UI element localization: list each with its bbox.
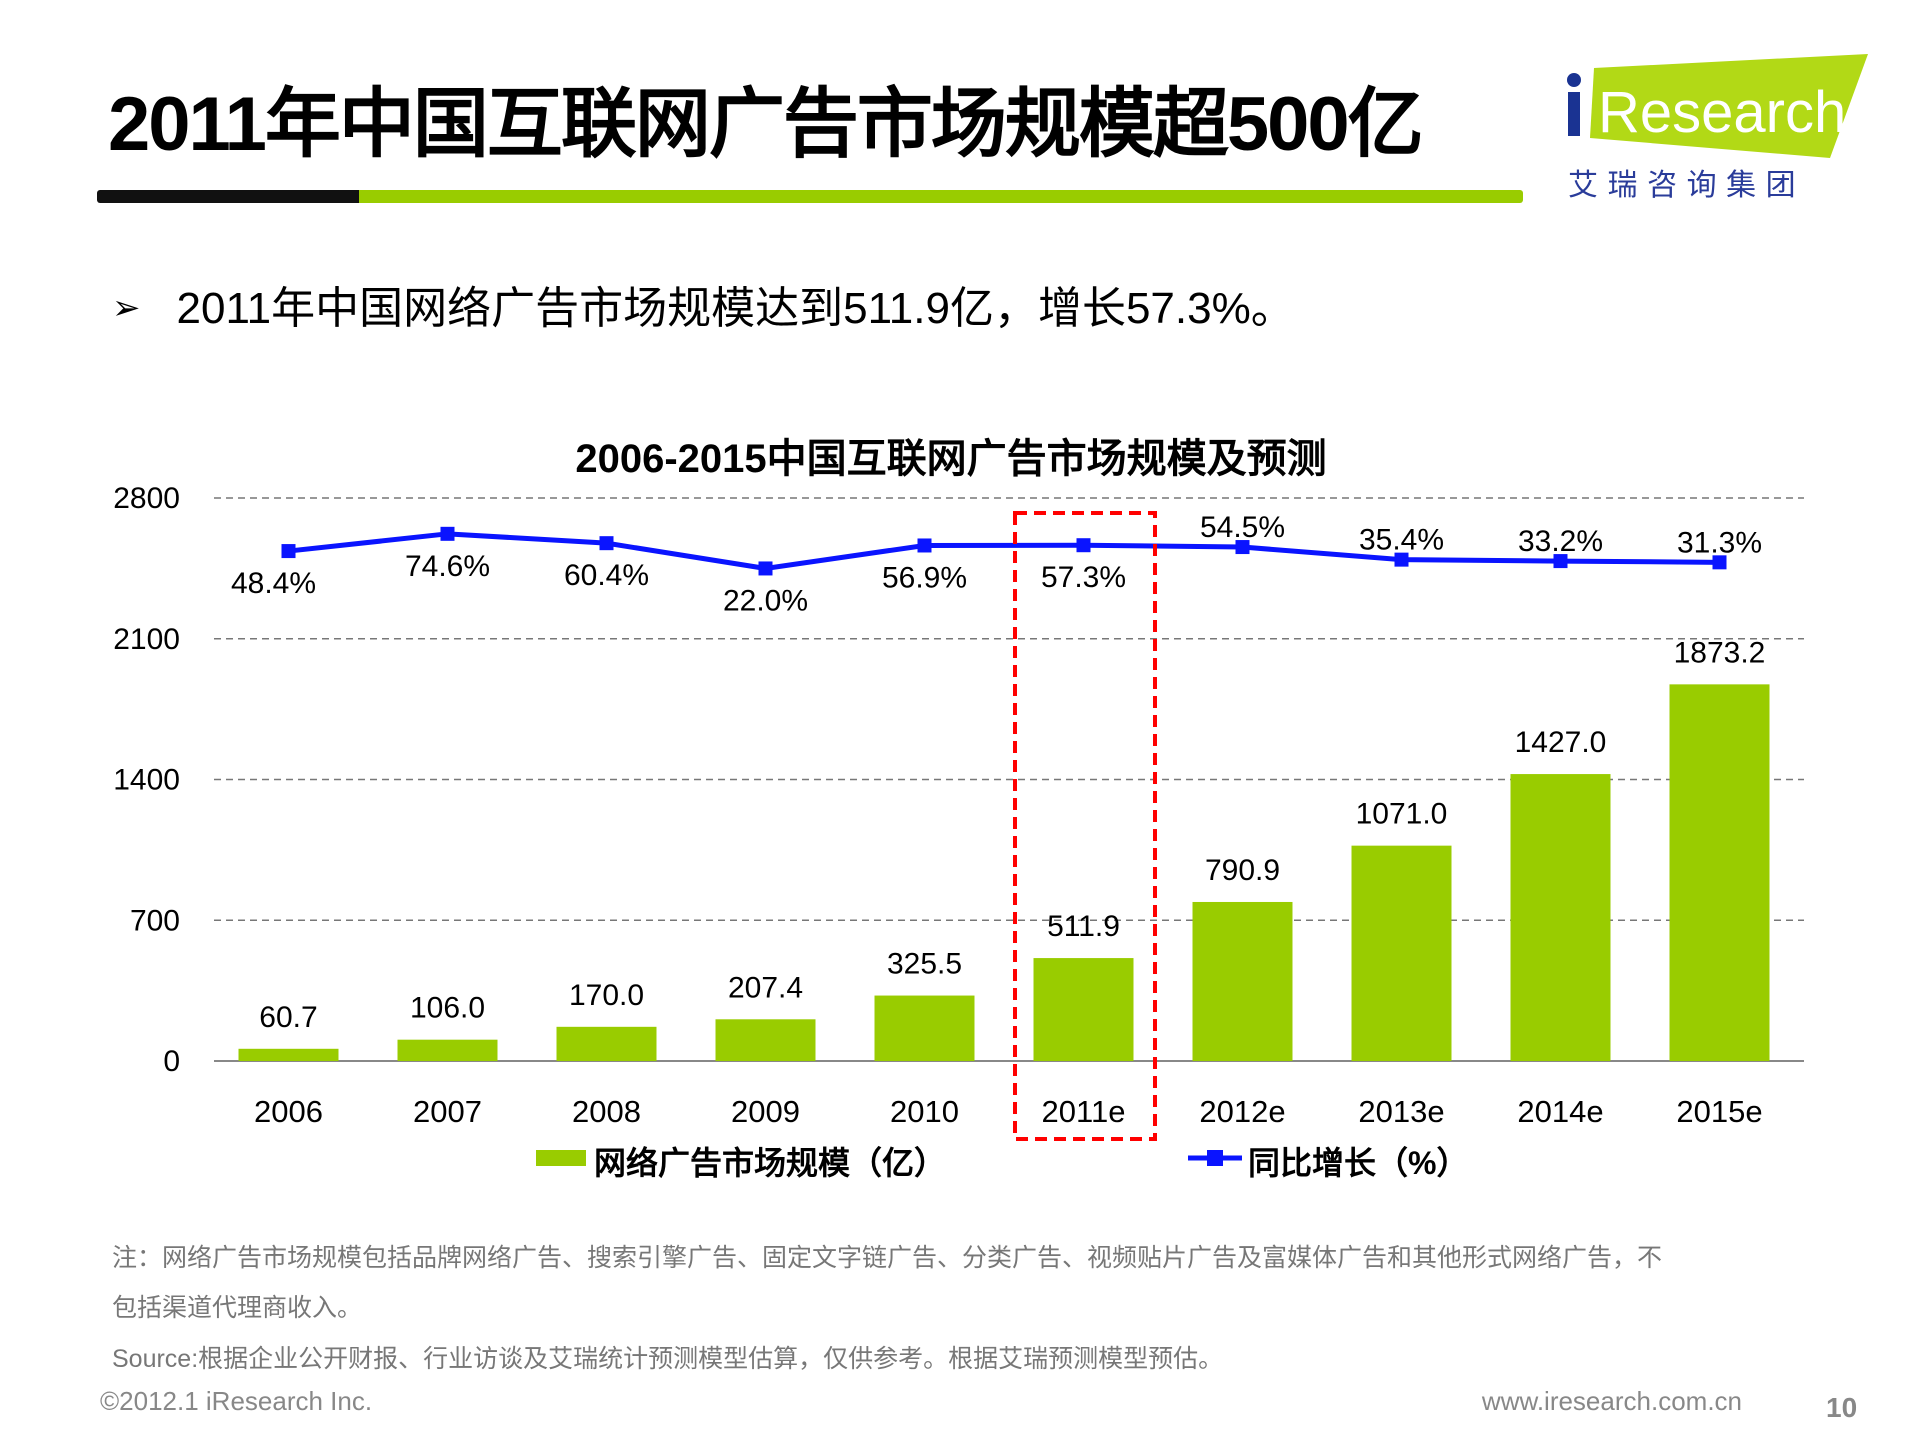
growth-value-label: 56.9% [882, 561, 967, 594]
y-tick-label: 2100 [113, 623, 180, 656]
bar-2008 [556, 1026, 657, 1061]
bar-2007 [397, 1039, 498, 1061]
iresearch-logo: Research 艾 瑞 咨 询 集 团 [1567, 54, 1868, 203]
source-note: Source:根据企业公开财报、行业访谈及艾瑞统计预测模型估算，仅供参考。根据艾… [112, 1345, 1224, 1373]
x-tick-label: 2013e [1358, 1094, 1444, 1129]
growth-value-label: 48.4% [231, 567, 316, 600]
x-tick-label: 2009 [731, 1094, 800, 1129]
legend-bar-label: 网络广告市场规模（亿） [594, 1145, 946, 1181]
growth-point-2015e [1712, 555, 1727, 570]
bar-value-label: 207.4 [728, 971, 803, 1004]
bar-2014e [1510, 774, 1611, 1061]
growth-point-2012e [1235, 540, 1250, 555]
growth-point-2010 [917, 538, 932, 553]
y-tick-label: 0 [163, 1045, 180, 1078]
growth-point-2013e [1394, 552, 1409, 567]
chart-title: 2006-2015中国互联网广告市场规模及预测 [575, 437, 1326, 481]
logo-subtitle: 艾 瑞 咨 询 集 团 [1568, 168, 1796, 203]
bar-value-label: 325.5 [887, 948, 962, 981]
growth-value-label: 31.3% [1677, 526, 1762, 559]
growth-point-2009 [758, 561, 773, 576]
title-underline-green [359, 190, 1523, 203]
growth-value-label: 33.2% [1518, 525, 1603, 558]
growth-point-2007 [440, 526, 455, 541]
bar-2013e [1351, 845, 1452, 1061]
bar-2009 [715, 1019, 816, 1061]
growth-point-2008 [599, 536, 614, 551]
highlight-2011e-box [1013, 511, 1157, 1141]
bar-2015e [1669, 684, 1770, 1061]
bar-value-label: 790.9 [1205, 854, 1280, 887]
bullet-point: ➢ 2011年中国网络广告市场规模达到511.9亿，增长57.3%。 [112, 272, 1295, 336]
legend-line-label: 同比增长（%） [1248, 1145, 1468, 1181]
growth-value-label: 35.4% [1359, 524, 1444, 557]
bar-value-label: 1071.0 [1356, 798, 1448, 831]
bar-2011e [1033, 958, 1134, 1061]
copyright: ©2012.1 iResearch Inc. [100, 1386, 373, 1416]
y-tick-label: 1400 [113, 764, 180, 797]
chart-legend: 网络广告市场规模（亿） 同比增长（%） [536, 1145, 1468, 1181]
x-tick-label: 2014e [1517, 1094, 1603, 1129]
title-underline-dark [97, 190, 359, 203]
growth-value-label: 22.0% [723, 584, 808, 617]
x-tick-label: 2008 [572, 1094, 641, 1129]
growth-point-2006 [281, 544, 296, 559]
x-tick-label: 2006 [254, 1094, 323, 1129]
growth-point-2011e [1076, 538, 1091, 553]
page-title: 2011年中国互联网广告市场规模超500亿 [108, 82, 1424, 167]
x-tick-label: 2010 [890, 1094, 959, 1129]
footnote-line-1: 注：网络广告市场规模包括品牌网络广告、搜索引擎广告、固定文字链广告、分类广告、视… [112, 1244, 1663, 1272]
bar-value-label: 60.7 [259, 1001, 317, 1034]
arrow-bullet-icon: ➢ [112, 289, 141, 327]
growth-value-label: 74.6% [405, 550, 490, 583]
y-tick-label: 2800 [113, 482, 180, 515]
bar-2012e [1192, 901, 1293, 1061]
x-tick-label: 2011e [1042, 1094, 1126, 1129]
bar-value-label: 106.0 [410, 992, 485, 1025]
bar-value-label: 1873.2 [1674, 636, 1766, 669]
bar-2006 [238, 1048, 339, 1061]
growth-value-label: 60.4% [564, 559, 649, 592]
x-tick-label: 2015e [1676, 1094, 1762, 1129]
growth-point-2014e [1553, 554, 1568, 569]
growth-line [288, 531, 1720, 571]
bar-2010 [874, 995, 975, 1061]
footnote-line-2: 包括渠道代理商收入。 [112, 1294, 363, 1322]
logo-text: Research [1598, 80, 1846, 145]
bar-value-label: 1427.0 [1515, 726, 1607, 759]
growth-value-label: 57.3% [1041, 561, 1126, 594]
growth-value-label: 54.5% [1200, 511, 1285, 544]
bar-value-label: 511.9 [1047, 910, 1120, 943]
y-tick-label: 700 [130, 904, 180, 937]
page-number: 10 [1826, 1392, 1858, 1423]
bullet-text: 2011年中国网络广告市场规模达到511.9亿，增长57.3%。 [176, 284, 1295, 333]
x-tick-label: 2012e [1199, 1094, 1285, 1129]
legend-bar-swatch [536, 1150, 586, 1166]
website-link[interactable]: www.iresearch.com.cn [1481, 1386, 1742, 1416]
x-tick-label: 2007 [413, 1094, 482, 1129]
legend-line-marker [1207, 1150, 1223, 1166]
bar-value-label: 170.0 [569, 979, 644, 1012]
